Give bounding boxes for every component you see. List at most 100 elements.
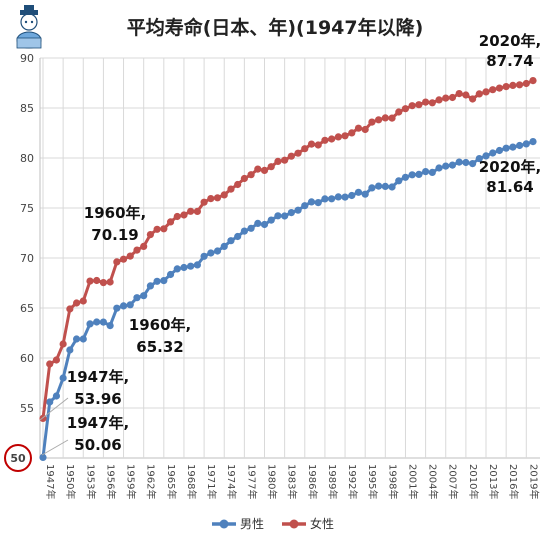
data-point <box>442 94 450 102</box>
data-point <box>375 116 383 124</box>
data-point <box>529 77 537 85</box>
data-point <box>361 125 369 134</box>
x-axis: 1947年 1950年 1953年 1956年 1959年 1962年 1965年 1968年… <box>44 464 540 499</box>
data-point <box>314 199 322 207</box>
data-point <box>213 194 222 202</box>
data-point <box>422 168 430 176</box>
x-tick-label: 1959年 <box>125 464 138 499</box>
x-tick-label: 2010年 <box>467 464 480 499</box>
annotation-male-2020: 2020年, 81.64 <box>479 158 541 196</box>
data-point <box>515 141 524 150</box>
data-point <box>341 193 349 201</box>
data-point <box>180 263 188 272</box>
data-point <box>294 149 302 157</box>
highlight-circle <box>4 444 32 472</box>
data-point <box>381 114 389 122</box>
data-point <box>46 360 54 368</box>
data-point <box>401 105 410 113</box>
series-layer <box>39 77 537 461</box>
data-point <box>314 141 322 149</box>
data-point <box>240 227 248 235</box>
annotation-value: 53.96 <box>74 390 121 408</box>
data-point <box>321 195 329 203</box>
data-point <box>240 174 248 183</box>
data-point <box>72 335 81 343</box>
data-point <box>193 261 201 269</box>
data-point <box>126 252 134 260</box>
data-point <box>113 304 121 312</box>
y-tick-label: 65 <box>20 302 34 315</box>
x-tick-label: 1983年 <box>286 464 299 499</box>
data-point <box>247 224 255 232</box>
data-point <box>93 276 101 285</box>
annotation-label: 2020年, <box>479 158 541 176</box>
data-point <box>267 163 275 171</box>
y-axis: 50 55 60 65 70 75 80 85 90 <box>10 52 34 465</box>
legend-label-female: 女性 <box>310 516 334 531</box>
series-line <box>41 140 534 458</box>
annotation-leader-line <box>39 397 69 421</box>
data-point <box>442 162 450 170</box>
data-point <box>113 258 121 266</box>
data-point <box>220 191 228 199</box>
mascot-logo <box>16 5 42 49</box>
data-point <box>79 335 87 343</box>
data-point <box>281 156 289 164</box>
annotation-label: 1960年, <box>129 316 191 334</box>
data-point <box>401 173 410 181</box>
data-point <box>66 346 74 354</box>
data-point <box>509 143 517 151</box>
data-point <box>72 299 81 307</box>
data-point <box>301 202 309 210</box>
data-point <box>468 160 477 168</box>
data-point <box>93 318 101 326</box>
highlight-50-marker <box>4 444 32 472</box>
x-tick-label: 1992年 <box>346 464 359 499</box>
data-point <box>395 108 403 116</box>
data-point <box>220 242 228 250</box>
data-point <box>140 292 148 300</box>
data-point <box>354 124 363 132</box>
data-point <box>435 164 443 172</box>
data-point <box>301 145 309 153</box>
data-point <box>267 216 275 224</box>
data-point <box>287 209 295 217</box>
data-point <box>388 114 396 122</box>
data-point <box>106 278 114 286</box>
data-point <box>106 322 114 330</box>
series-female <box>39 77 537 422</box>
data-point <box>334 133 342 141</box>
data-point <box>395 177 403 185</box>
annotation-label: 1947年, <box>67 414 129 432</box>
legend-marker-female <box>289 519 299 529</box>
data-point <box>281 212 289 220</box>
x-tick-label: 1974年 <box>225 464 238 499</box>
data-point <box>193 207 201 215</box>
data-point <box>455 90 463 98</box>
data-point <box>133 246 141 254</box>
annotation-value: 81.64 <box>486 178 533 196</box>
data-point <box>448 93 457 102</box>
data-point <box>207 195 215 203</box>
data-point <box>408 171 416 179</box>
y-tick-label: 60 <box>20 352 34 365</box>
data-point <box>260 220 269 229</box>
y-tick-label: 70 <box>20 252 34 265</box>
data-point <box>475 90 483 98</box>
data-point <box>435 96 443 104</box>
data-point <box>307 198 316 206</box>
data-point <box>482 152 490 160</box>
data-point <box>462 91 470 99</box>
data-point <box>475 155 483 163</box>
x-tick-label: 1986年 <box>306 464 319 499</box>
data-point <box>166 218 175 226</box>
x-tick-label: 1971年 <box>205 464 218 499</box>
data-point <box>187 262 195 270</box>
data-point <box>482 88 490 96</box>
annotation-label: 2020年, <box>479 32 541 50</box>
x-tick-label: 2007年 <box>447 464 460 499</box>
x-tick-label: 2004年 <box>427 464 440 499</box>
data-point <box>52 392 61 400</box>
data-point <box>422 98 430 106</box>
